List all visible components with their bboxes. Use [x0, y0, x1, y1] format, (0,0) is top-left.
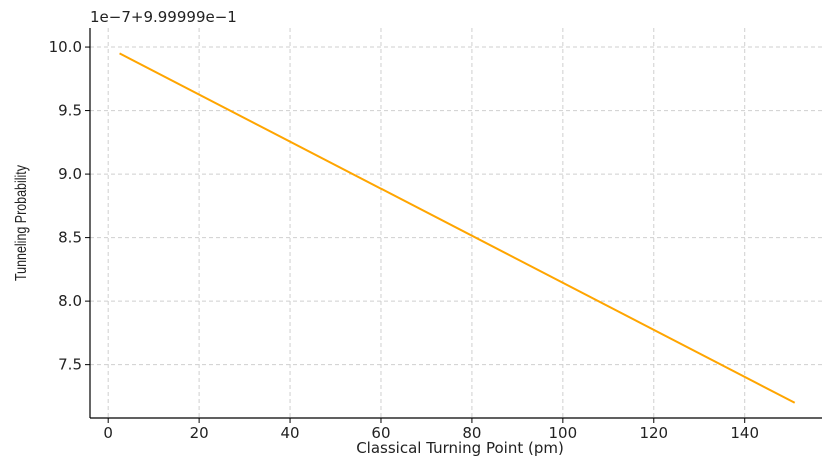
grid-layer — [90, 28, 822, 418]
x-tick-label: 80 — [462, 424, 481, 442]
x-tick-label: 60 — [371, 424, 390, 442]
x-tick-label: 0 — [103, 424, 113, 442]
x-axis-label: Classical Turning Point (pm) — [356, 439, 564, 457]
y-tick-label: 9.0 — [58, 165, 82, 183]
x-tick-label: 100 — [549, 424, 578, 442]
y-axis-label: Tunneling Probability — [13, 164, 31, 281]
y-tick-label: 9.5 — [58, 102, 82, 120]
x-tick-label: 20 — [190, 424, 209, 442]
x-tick-label: 120 — [639, 424, 668, 442]
y-tick-label: 10.0 — [49, 38, 82, 56]
y-tick-label: 7.5 — [58, 356, 82, 374]
y-offset-text: 1e−7+9.99999e−1 — [90, 8, 237, 26]
x-tick-label: 40 — [281, 424, 300, 442]
series-layer — [119, 52, 796, 404]
axes-layer — [89, 28, 822, 419]
series-line — [119, 52, 796, 404]
tick-layer: 0 20 40 60 80 100 120 140 7.5 8.0 8.5 9.0 9.5 10.0 — [49, 38, 759, 442]
x-tick-label: 140 — [730, 424, 759, 442]
y-tick-label: 8.5 — [58, 229, 82, 247]
y-tick-label: 8.0 — [58, 292, 82, 310]
